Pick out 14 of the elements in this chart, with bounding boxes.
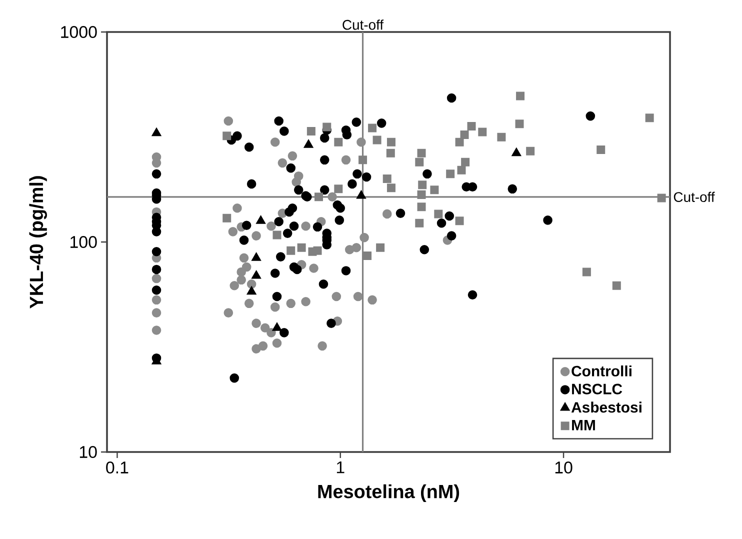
x-tick-label: 0.1 [106,461,128,474]
legend-label: MM [572,420,595,430]
y-tick-label: 1000 [61,26,97,38]
y-axis-title: YKL-40 (pg/ml) [29,176,47,308]
y-tick-label: 100 [70,236,97,248]
ref-line-label: Cut-off [342,20,384,30]
ref-line-label: Cut-off [674,192,715,202]
legend-label: NSCLC [572,384,622,394]
x-tick-label: 10 [555,461,572,474]
y-tick-label: 10 [80,446,97,458]
x-axis-title: Mesotelina (nM) [318,484,460,502]
legend-label: Asbestosi [571,402,642,413]
x-tick-label: 1 [336,461,344,474]
legend-label: Controlli [572,365,632,376]
